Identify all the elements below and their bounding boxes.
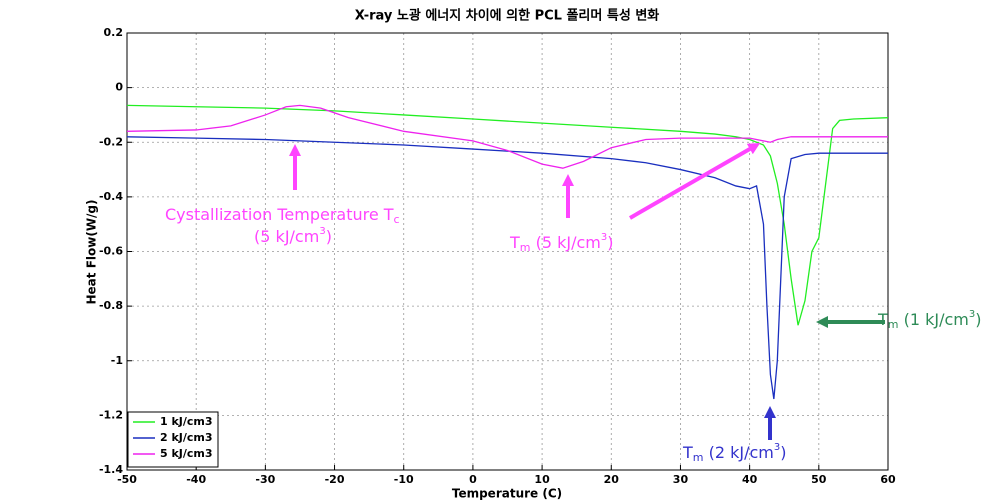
x-tick-label: 0 [469,473,477,486]
x-tick-label: 60 [880,473,896,486]
annotation-part: (5 kJ/cm [254,227,319,246]
annotation-part: m [520,241,531,254]
annotation-part: ) [780,443,786,462]
annotation-part: T [509,233,520,252]
x-tick-label: 50 [811,473,827,486]
data-line [126,104,888,169]
annotation-part: T [877,310,888,329]
annotation-part: 3 [774,442,780,453]
y-tick-label: -0.4 [99,190,123,203]
annotation-part: (1 kJ/cm [899,310,969,329]
x-tick-label: 20 [604,473,620,486]
x-tick-label: 40 [742,473,758,486]
annotation-part: T [682,443,693,462]
x-tick-label: -30 [255,473,275,486]
plot-frame [126,32,889,471]
legend-label: 1 kJ/cm3 [160,415,213,428]
annotation-part: 3 [969,309,975,320]
data-line [126,104,889,326]
x-tick-label: -50 [117,473,137,486]
y-tick-label: -1.4 [99,463,123,476]
x-tick-label: -20 [325,473,345,486]
annotation-part: c [394,213,400,226]
x-axis-label: Temperature (C) [452,487,562,501]
legend-label: 5 kJ/cm3 [160,447,213,460]
annotation: Tm (2 kJ/cm3) [682,442,786,464]
annotation-part: Cystallization Temperature T [165,205,394,224]
y-tick-label: -1 [111,354,123,367]
legend-box [127,411,219,468]
y-tick-label: -1.2 [99,408,123,421]
legend-label: 2 kJ/cm3 [160,431,213,444]
y-tick-label: 0 [115,81,123,94]
annotation-part: ) [975,310,981,329]
x-tick-label: 30 [673,473,689,486]
annotation-part: m [693,451,704,464]
y-tick-label: -0.8 [99,299,123,312]
annotation-part: (2 kJ/cm [704,443,774,462]
data-line [126,136,888,400]
y-tick-label: 0.2 [104,26,124,39]
annotation: (5 kJ/cm3) [254,226,332,246]
arrow [629,143,761,220]
annotation-part: ) [326,227,332,246]
x-tick-label: 10 [534,473,550,486]
annotation-part: (5 kJ/cm [531,233,601,252]
annotation: Cystallization Temperature Tc [165,205,400,227]
y-axis-label: Heat Flow(W/g) [85,199,99,304]
annotation: Tm (5 kJ/cm3) [509,232,613,254]
x-tick-label: -10 [394,473,414,486]
annotation-part: 3 [601,232,607,243]
x-tick-label: -40 [186,473,206,486]
annotation-part: m [888,318,899,331]
y-tick-label: -0.2 [99,135,123,148]
y-tick-label: -0.6 [99,245,123,258]
annotation: Tm (1 kJ/cm3) [877,309,981,331]
annotation-part: 3 [319,226,325,237]
annotation-part: ) [607,233,613,252]
chart-title: X-ray 노광 에너지 차이에 의한 PCL 폴리머 특성 변화 [355,8,660,24]
